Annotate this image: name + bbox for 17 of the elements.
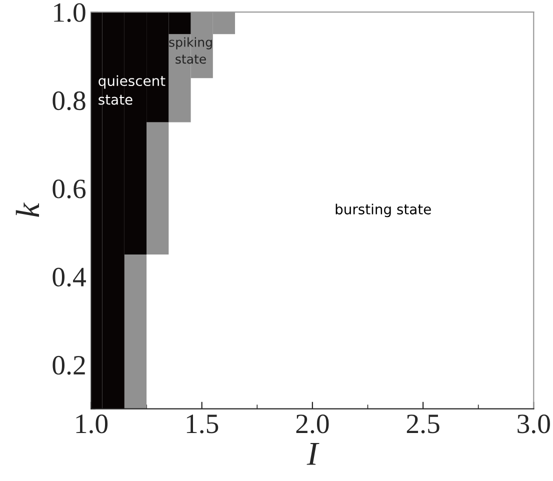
x-tick-label: 1.0 [76,414,108,434]
annotation: spiking state [169,37,212,64]
x-axis-title: I [306,442,320,465]
bar [124,254,147,409]
y-axis-title: k [16,202,40,217]
x-tick-label: 2.0 [296,414,329,434]
y-tick-label: 0.8 [52,91,86,110]
annotation: quiescent state [98,75,166,105]
annotation: bursting state [336,204,431,218]
y-tick-label: 0.2 [52,356,85,375]
y-tick-label: 0.6 [52,180,86,198]
x-tick-label: 3.0 [518,414,550,434]
x-tick-label: 1.5 [186,414,218,434]
y-tick-label: 1.0 [54,3,86,22]
bar [146,122,169,255]
x-tick-label: 2.5 [406,414,440,434]
y-tick-label: 0.4 [52,268,86,287]
